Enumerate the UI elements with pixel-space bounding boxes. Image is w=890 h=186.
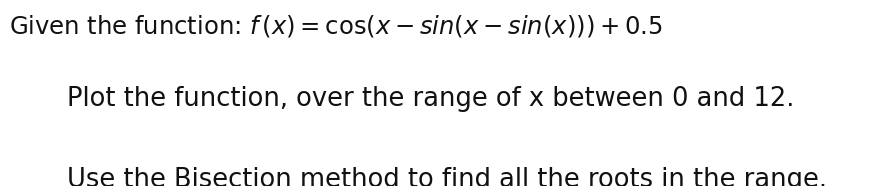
Text: Use the Bisection method to find all the roots in the range.: Use the Bisection method to find all the… [67,167,827,186]
Text: Given the function: $f\,(x) = \mathrm{cos}(x - \mathit{sin}(x - \mathit{sin}(x)): Given the function: $f\,(x) = \mathrm{co… [9,13,662,39]
Text: Plot the function, over the range of x between 0 and 12.: Plot the function, over the range of x b… [67,86,794,112]
